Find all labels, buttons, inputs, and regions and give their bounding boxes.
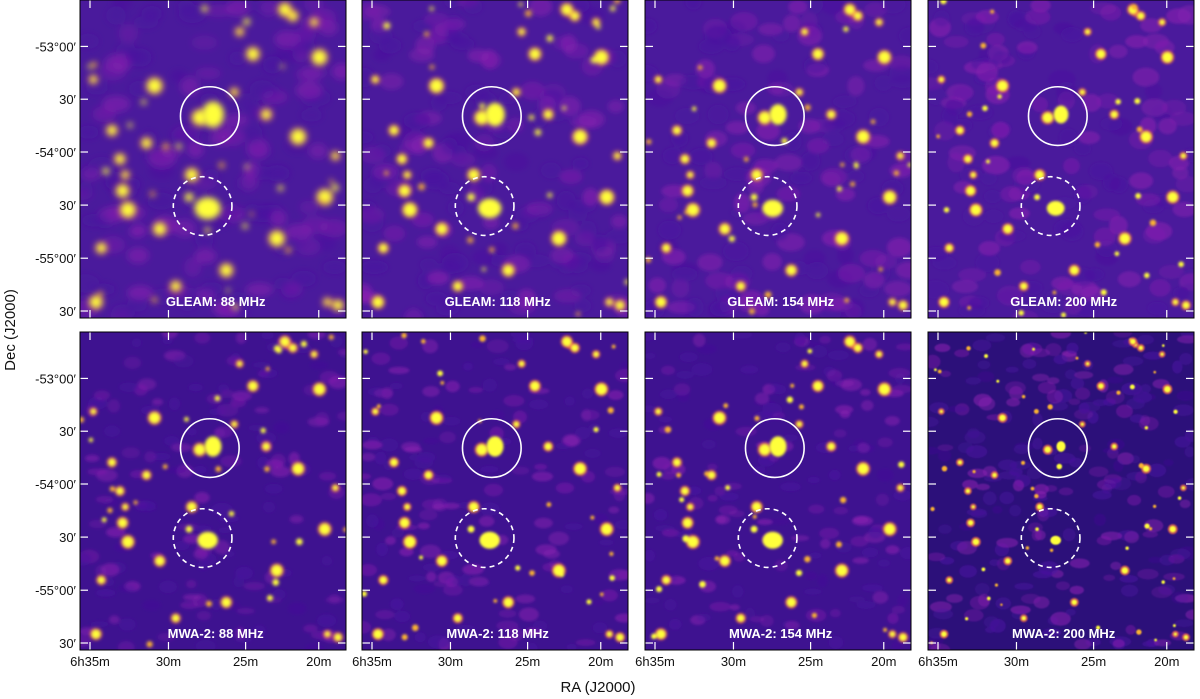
panel-frame <box>79 0 347 319</box>
y-tick-label: -53°00′ <box>35 39 76 54</box>
panel-4: GLEAM: 200 MHz <box>927 0 1195 319</box>
solid-circle <box>1027 85 1088 147</box>
dashed-circle <box>1020 175 1081 237</box>
solid-circle <box>461 417 522 479</box>
solid-circle <box>744 417 805 479</box>
solid-circle <box>744 85 805 147</box>
y-tick-label: 30′ <box>59 304 76 319</box>
panel-label: GLEAM: 118 MHz <box>445 294 552 309</box>
target-sources <box>750 104 787 217</box>
target-sources <box>467 436 504 549</box>
x-tick-labels: 6h35m 30m 25m 20m 6h35m 30m 25m 20m 6h35m 30m 25m 2… <box>70 654 1179 669</box>
panel-frame <box>361 331 629 651</box>
dashed-circle <box>172 175 233 237</box>
x-tick-label: 20m <box>1154 654 1179 669</box>
panel-frame <box>927 0 1195 319</box>
noise-texture <box>928 0 1194 318</box>
panel-frame <box>361 0 629 319</box>
target-sources <box>1035 441 1066 545</box>
y-tick-label: 30′ <box>59 198 76 213</box>
x-tick-label: 30m <box>1004 654 1029 669</box>
dashed-circle <box>737 175 798 237</box>
target-sources <box>750 436 787 549</box>
y-tick-label: -54°00′ <box>35 145 76 160</box>
panel-label: MWA-2: 154 MHz <box>729 626 833 641</box>
noise-texture <box>928 332 1194 650</box>
x-axis-title: RA (J2000) <box>560 679 635 696</box>
panel-frame <box>644 331 912 651</box>
x-tick-label: 30m <box>721 654 746 669</box>
x-tick-label: 25m <box>798 654 823 669</box>
x-tick-label: 20m <box>588 654 613 669</box>
point-sources <box>80 334 346 648</box>
noise-texture <box>645 0 911 318</box>
noise-texture <box>362 0 628 318</box>
y-tick-label: 30′ <box>59 92 76 107</box>
dashed-circle <box>1020 507 1081 569</box>
x-tick-label: 6h35m <box>352 654 392 669</box>
panel-6: MWA-2: 118 MHz <box>361 331 629 651</box>
x-tick-label: 30m <box>438 654 463 669</box>
y-tick-label: -53°00′ <box>35 371 76 386</box>
y-tick-label: -55°00′ <box>35 251 76 266</box>
panel-frame <box>927 331 1195 651</box>
panel-2: GLEAM: 118 MHz <box>361 0 629 319</box>
dashed-circle <box>737 507 798 569</box>
panel-8: MWA-2: 200 MHz <box>927 331 1195 651</box>
panel-label: MWA-2: 88 MHz <box>168 626 265 641</box>
panel-label: GLEAM: 200 MHz <box>1010 294 1117 309</box>
point-sources <box>645 2 911 315</box>
point-sources <box>87 1 345 312</box>
target-sources <box>185 436 222 549</box>
solid-circle <box>179 417 240 479</box>
dashed-circle <box>172 507 233 569</box>
target-sources <box>1034 105 1069 216</box>
solid-circle <box>179 85 240 147</box>
target-sources <box>184 101 224 220</box>
point-sources <box>362 332 626 643</box>
y-tick-labels: -53°00′ 30′ -54°00′ 30′ -55°00′ 30′ -53°00′ 30′… <box>35 39 76 651</box>
y-tick-label: 30′ <box>59 636 76 651</box>
x-tick-label: 20m <box>871 654 896 669</box>
target-sources <box>467 102 505 219</box>
x-tick-label: 25m <box>1081 654 1106 669</box>
panel-grid: GLEAM: 88 MHz GLEAM: 118 MHz GLEAM: 154 MH… <box>79 0 1195 651</box>
panel-frame <box>644 0 912 319</box>
y-tick-label: -55°00′ <box>35 583 76 598</box>
panel-3: GLEAM: 154 MHz <box>644 0 912 319</box>
x-tick-label: 6h35m <box>635 654 675 669</box>
panel-frame <box>79 331 347 651</box>
y-tick-label: 30′ <box>59 424 76 439</box>
panel-5: MWA-2: 88 MHz <box>79 331 347 651</box>
panel-label: GLEAM: 88 MHz <box>166 294 266 309</box>
x-tick-label: 20m <box>306 654 331 669</box>
solid-circle <box>1027 417 1088 479</box>
x-tick-label: 25m <box>515 654 540 669</box>
x-tick-label: 6h35m <box>918 654 958 669</box>
panel-label: MWA-2: 200 MHz <box>1012 626 1116 641</box>
panel-label: MWA-2: 118 MHz <box>446 626 549 641</box>
x-tick-label: 30m <box>156 654 181 669</box>
point-sources <box>370 0 628 317</box>
x-tick-label: 25m <box>233 654 258 669</box>
x-tick-label: 6h35m <box>70 654 110 669</box>
noise-texture <box>80 332 346 650</box>
y-axis-title: Dec (J2000) <box>2 289 19 371</box>
panel-label: GLEAM: 154 MHz <box>727 294 834 309</box>
dashed-circle <box>454 175 515 237</box>
point-sources <box>936 0 1192 318</box>
panel-1: GLEAM: 88 MHz <box>79 0 347 319</box>
panel-7: MWA-2: 154 MHz <box>644 331 912 651</box>
solid-circle <box>461 85 522 147</box>
y-tick-label: -54°00′ <box>35 477 76 492</box>
point-sources <box>651 335 909 643</box>
point-sources <box>930 332 1190 645</box>
y-tick-label: 30′ <box>59 530 76 545</box>
dashed-circle <box>454 507 515 569</box>
